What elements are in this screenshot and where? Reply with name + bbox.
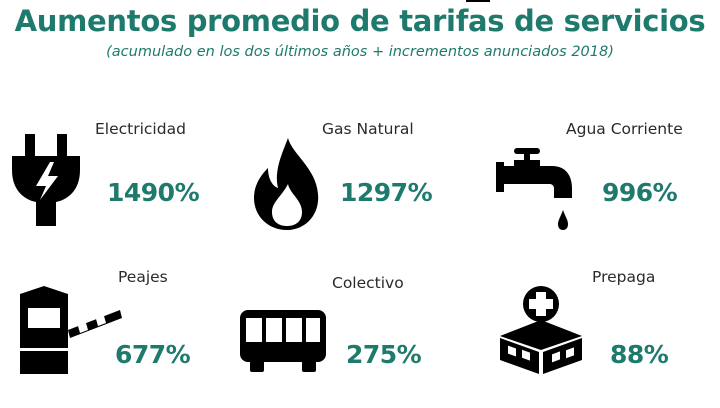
service-label: Electricidad <box>95 120 186 138</box>
top-rule <box>466 0 490 2</box>
service-label: Prepaga <box>592 268 656 286</box>
service-label: Peajes <box>118 268 168 286</box>
flame-icon <box>254 138 320 230</box>
service-label: Colectivo <box>332 274 404 292</box>
service-card-peajes: Peajes 677% <box>0 258 240 408</box>
service-card-prepaga: Prepaga 88% <box>480 258 720 408</box>
service-label: Agua Corriente <box>566 120 683 138</box>
service-value: 677% <box>115 340 191 369</box>
page-subtitle: (acumulado en los dos últimos años + inc… <box>106 44 614 60</box>
service-value: 996% <box>602 178 678 207</box>
service-value: 1490% <box>107 178 200 207</box>
service-card-colectivo: Colectivo 275% <box>240 258 480 408</box>
service-card-electricidad: Electricidad 1490% <box>0 110 240 260</box>
page-title: Aumentos promedio de tarifas de servicio… <box>14 4 706 38</box>
service-value: 1297% <box>340 178 433 207</box>
service-card-gas-natural: Gas Natural 1297% <box>240 110 480 260</box>
plug-icon <box>10 134 82 226</box>
service-value: 275% <box>346 340 422 369</box>
bus-icon <box>240 310 328 374</box>
medical-building-icon <box>498 286 584 374</box>
faucet-icon <box>496 148 576 240</box>
service-card-agua-corriente: Agua Corriente 996% <box>480 110 720 260</box>
service-value: 88% <box>610 340 669 369</box>
toll-booth-icon <box>16 284 126 374</box>
service-label: Gas Natural <box>322 120 414 138</box>
